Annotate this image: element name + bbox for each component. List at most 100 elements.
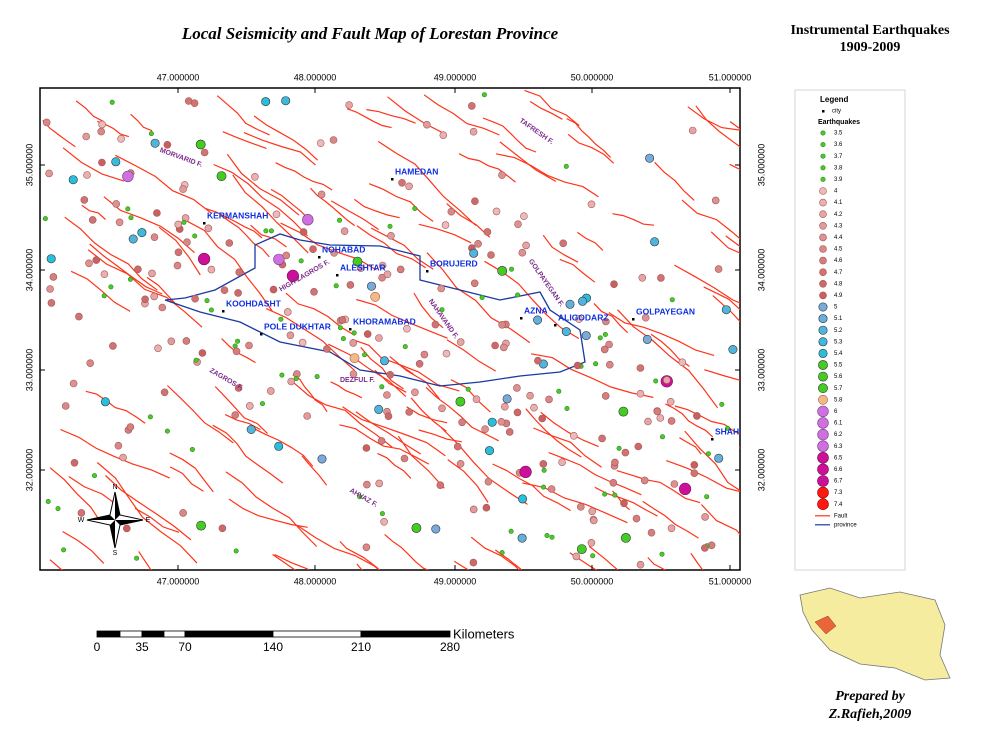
earthquake-dot [534,356,542,365]
scale-bar-segment [119,630,143,638]
legend-symbol [820,165,826,171]
city-marker [632,318,635,321]
scale-bar-segment [272,630,362,638]
fault-line [285,292,356,336]
fault-line [679,437,702,455]
fault-line [410,397,447,432]
earthquake-dot [474,240,482,248]
earthquake-dot [189,446,195,452]
legend-symbol [820,142,826,148]
legend-label: 6.2 [834,432,843,438]
fault-line [81,204,106,220]
earthquake-dot [298,258,304,264]
legend-symbol [819,222,827,230]
city-label: KOOHDASHT [226,298,282,308]
earthquake-dot [714,453,724,463]
earthquake-dot [483,228,492,236]
earthquake-dot [309,245,317,253]
fault-line [75,100,105,123]
earthquake-dot [439,307,445,313]
earthquake-dot [42,216,48,222]
fault-line [225,471,318,547]
fault-label: DEZFUL F. [340,377,375,384]
fault-line [406,406,448,424]
earthquake-dot [499,343,508,352]
earthquake-dot [589,516,598,525]
earthquake-dot [333,283,339,289]
earthquake-dot [198,252,211,266]
legend-symbol [818,348,828,358]
fault-line [64,216,158,291]
legend-symbol [819,245,827,253]
scale-bar-label: 210 [351,640,371,654]
fault-line [577,231,604,251]
legend-label: 3.9 [834,177,843,183]
earthquake-dot [412,206,418,212]
earthquake-dot [405,182,413,191]
legend-box [794,89,906,571]
side-title: 1909-2009 [840,40,901,55]
fault-line [87,249,203,328]
earthquake-dot [191,294,199,303]
earthquake-dot [85,259,93,268]
fault-line [495,153,599,198]
earthquake-dot [100,270,109,279]
legend-label: 5.7 [834,386,843,392]
fault-line [158,226,201,276]
earthquake-dot [656,414,665,422]
earthquake-dot [111,157,121,167]
earthquake-dot [225,239,234,247]
earthquake-dot [508,528,514,534]
fault-line [384,533,430,570]
earthquake-dot [669,297,675,303]
earthquake-dot [705,451,711,457]
city-marker [318,256,321,259]
fault-line [346,108,392,129]
earthquake-dot [636,560,645,569]
fault-line [397,435,445,489]
earthquake-dot [141,295,149,304]
earthquake-dot [179,509,187,517]
city-label: KHORAMABAD [353,316,416,326]
scale-bar-unit: Kilometers [453,626,515,641]
fault-line [301,455,328,486]
fault-line [370,227,434,270]
legend-symbol [819,268,827,277]
earthquake-dot [128,215,134,221]
legend-label: 3.6 [834,142,843,148]
legend-label: province [834,522,857,528]
earthquake-dot [383,391,391,399]
fault-line [695,105,740,148]
earthquake-dot [387,223,393,229]
earthquake-dot [160,388,169,397]
fault-line [729,163,740,171]
earthquake-dot [487,417,497,427]
legend-symbol [817,475,829,487]
fault-line [387,96,446,135]
earthquake-dot [83,171,91,179]
earthquake-dot [220,286,229,295]
earthquake-dot [182,337,191,345]
fault-line [169,452,214,493]
earthquake-dot [469,127,478,136]
legend-symbol [819,233,827,242]
earthquake-dot [666,397,675,406]
earthquake-dot [482,503,491,512]
fault-line [342,406,446,457]
earthquake-dot [158,303,167,312]
compass-rose [87,492,143,548]
fault-line [418,223,472,244]
fault-line [232,174,309,254]
earthquake-dot [317,454,327,464]
earthquake-dot [77,509,86,517]
earthquake-dot [273,253,285,266]
earthquake-dot [714,265,723,273]
scale-bar-label: 70 [178,640,192,654]
longitude-tick-label: 51.000000 [709,576,752,586]
earthquake-dot [721,305,731,315]
latitude-tick-label: 32.000000 [24,449,34,492]
earthquake-dot [725,425,731,431]
earthquake-dot [472,395,481,404]
earthquake-dot [302,214,314,226]
longitude-tick-label: 48.000000 [294,72,337,82]
